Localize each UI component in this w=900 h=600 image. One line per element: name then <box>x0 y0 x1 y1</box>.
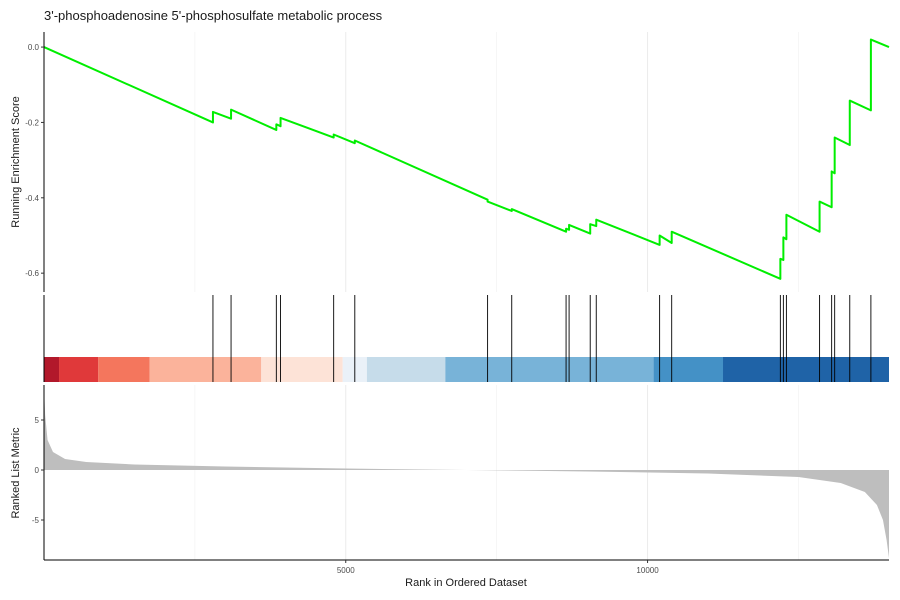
chart-title: 3'-phosphoadenosine 5'-phosphosulfate me… <box>44 8 383 23</box>
rank-color-band <box>366 357 446 382</box>
rank-color-band <box>445 357 654 382</box>
rank-color-band <box>653 357 724 382</box>
ranked-metric-y-tick-label: 0 <box>35 466 40 475</box>
rank-color-bar <box>44 357 889 382</box>
running-score-line <box>43 38 890 280</box>
ranked-metric-y-tick-label: -5 <box>32 516 40 525</box>
running-score-y-tick-label: -0.2 <box>25 118 39 127</box>
rank-color-band <box>723 357 889 382</box>
running-score-y-tick-label: 0.0 <box>28 43 40 52</box>
x-tick-label: 5000 <box>337 566 355 575</box>
axes-layer: Running Enrichment Score Ranked List Met… <box>10 32 889 589</box>
ranked-metric-panel <box>44 387 889 558</box>
grid-layer <box>194 32 799 560</box>
x-tick-label: 10000 <box>636 566 659 575</box>
ranked-metric-y-tick-label: 5 <box>35 416 40 425</box>
x-axis-title: Rank in Ordered Dataset <box>405 577 527 589</box>
ranked-metric-area <box>44 387 889 558</box>
rank-color-band <box>149 357 262 382</box>
ranked-metric-axis-title: Ranked List Metric <box>10 427 22 519</box>
running-score-axis-title: Running Enrichment Score <box>10 96 22 227</box>
rank-color-band <box>44 357 60 382</box>
rank-color-band <box>98 357 150 382</box>
running-score-panel <box>43 38 890 280</box>
running-score-y-tick-label: -0.4 <box>25 194 39 203</box>
gene-hit-ticks <box>212 295 872 382</box>
running-score-y-tick-label: -0.6 <box>25 269 39 278</box>
rank-color-band <box>261 357 343 382</box>
rank-color-band <box>59 357 99 382</box>
